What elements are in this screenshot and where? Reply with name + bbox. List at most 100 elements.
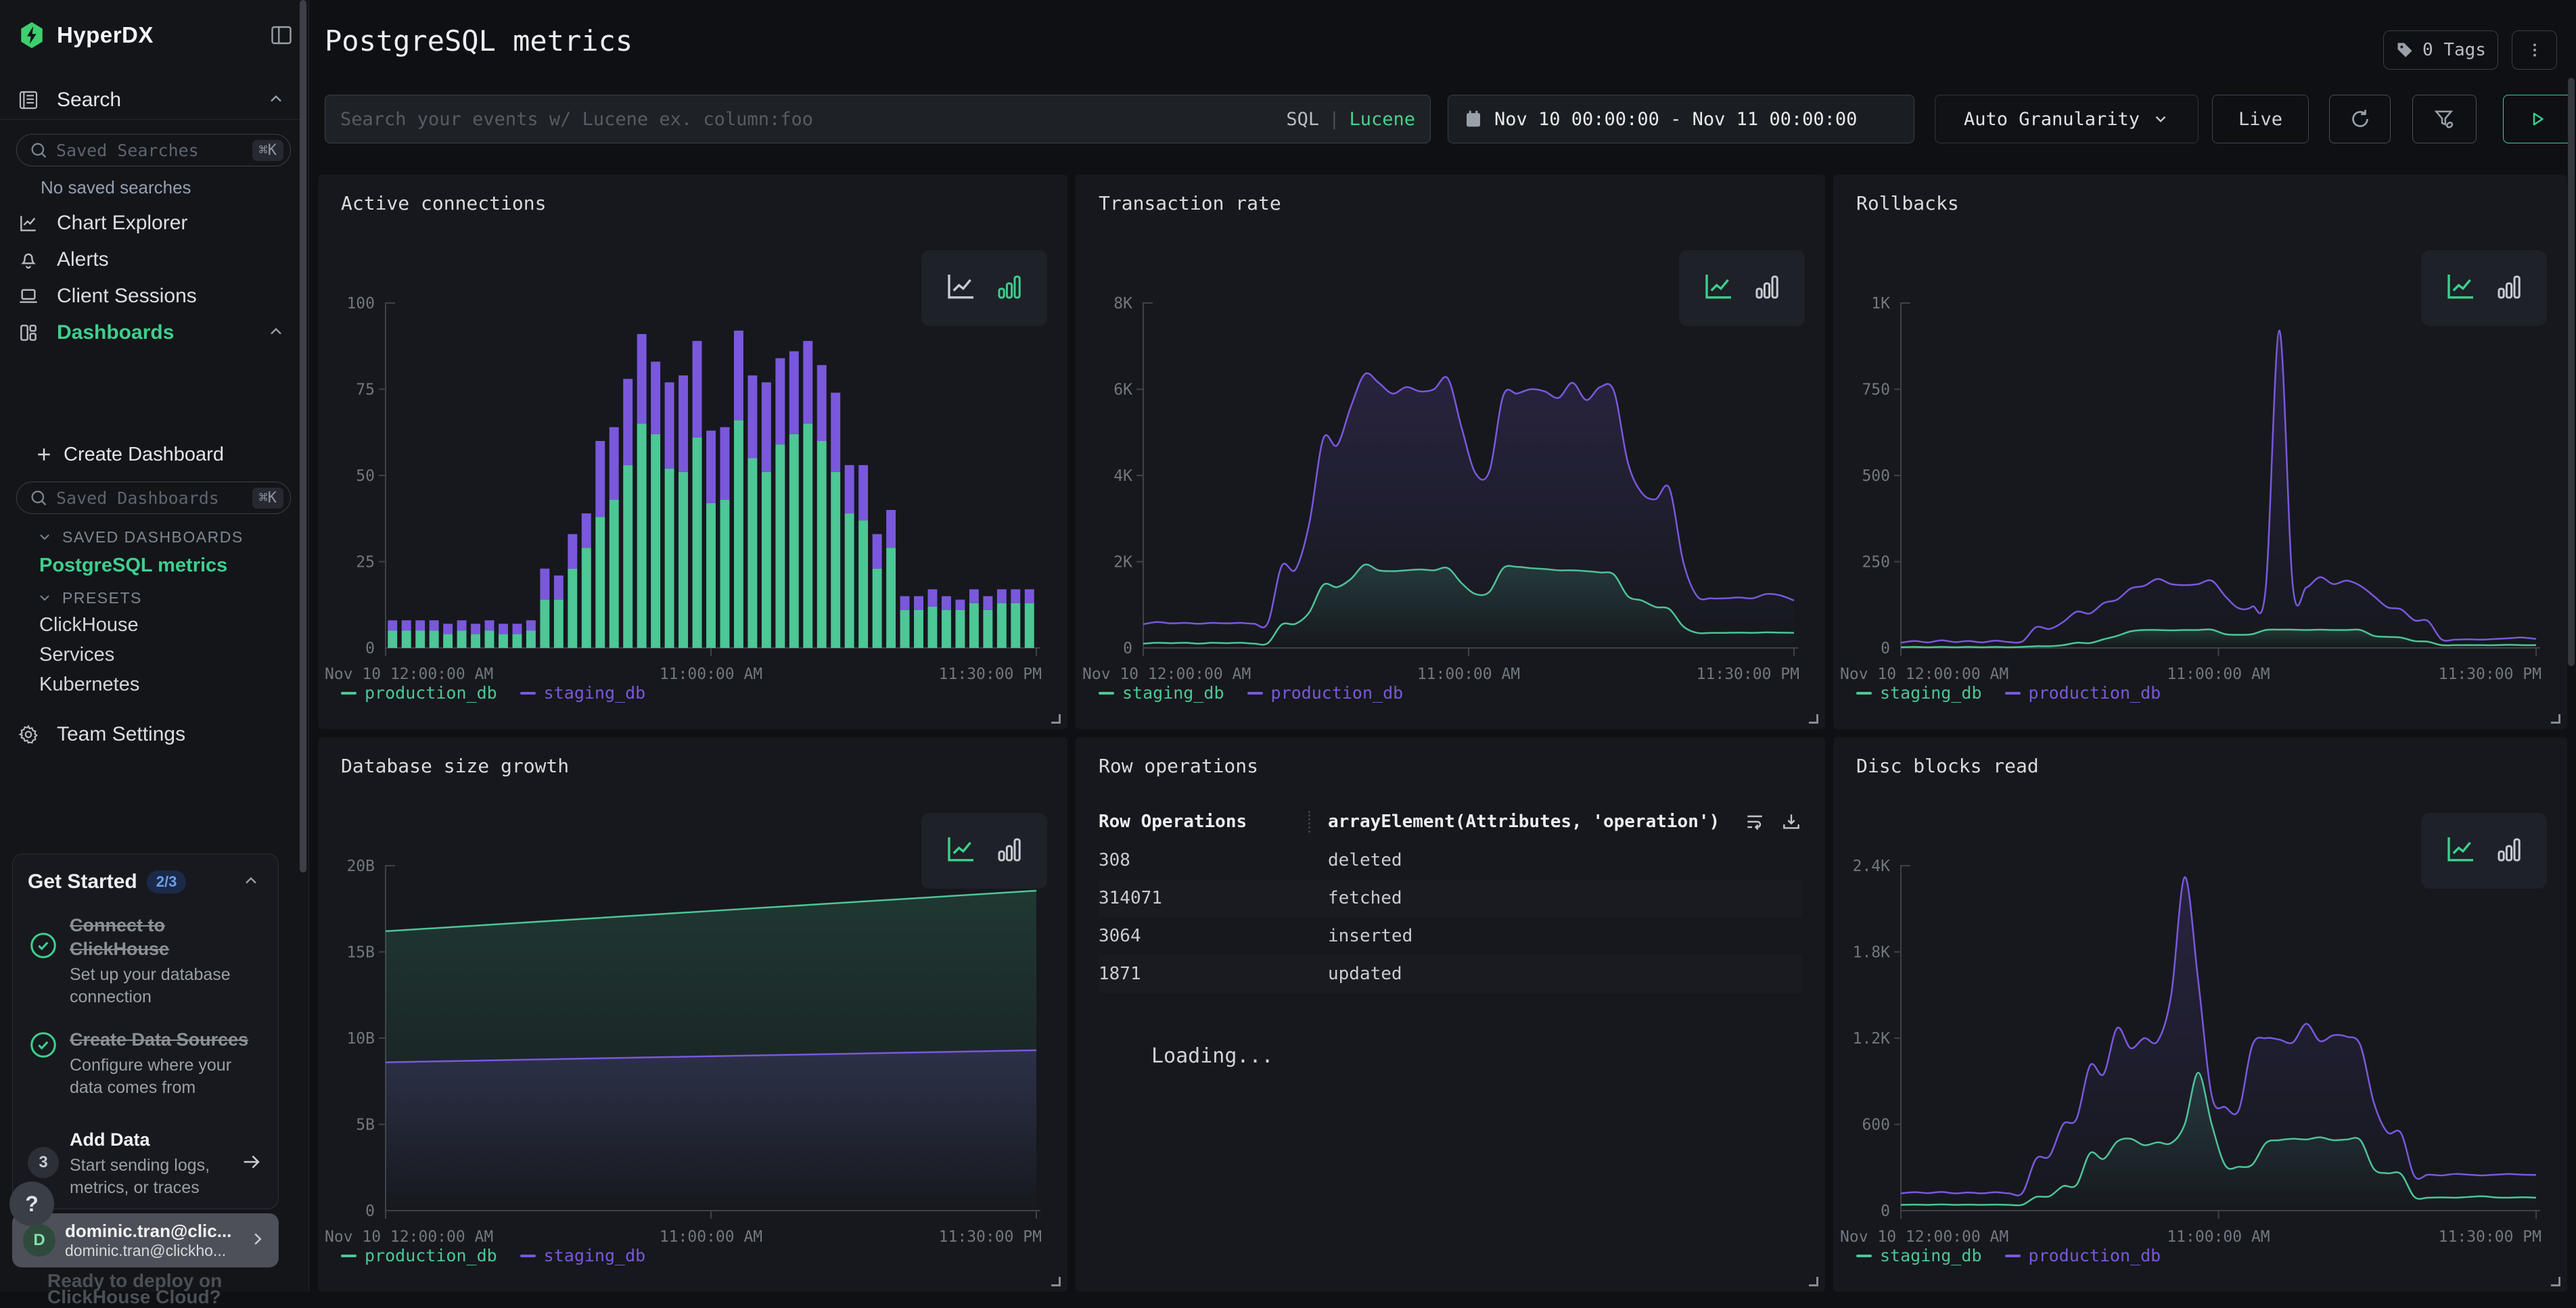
lucene-mode-toggle[interactable]: Lucene: [1349, 109, 1415, 130]
svg-text:Nov 10 12:00:00 AM: Nov 10 12:00:00 AM: [325, 1228, 493, 1246]
refresh-button[interactable]: [2329, 95, 2391, 143]
svg-text:11:00:00 AM: 11:00:00 AM: [2167, 665, 2270, 683]
step-number-badge: 3: [28, 1147, 59, 1178]
get-started-progress-badge: 2/3: [147, 870, 187, 893]
sidebar-item-clickhouse[interactable]: ClickHouse: [39, 614, 139, 636]
svg-text:Nov 10 12:00:00 AM: Nov 10 12:00:00 AM: [1840, 665, 2008, 683]
svg-text:11:00:00 AM: 11:00:00 AM: [1417, 665, 1520, 683]
chart-type-toggle[interactable]: [2421, 813, 2547, 889]
tag-icon: [2395, 41, 2414, 60]
legend-item: staging_db: [1856, 1246, 1982, 1265]
chevron-down-icon: [37, 529, 53, 545]
saved-dashboards-section[interactable]: SAVED DASHBOARDS: [37, 526, 244, 548]
sidebar-section-search[interactable]: Search: [18, 87, 295, 114]
tags-button[interactable]: 0 Tags: [2383, 30, 2498, 70]
presets-section[interactable]: PRESETS: [37, 587, 142, 609]
svg-text:4K: 4K: [1113, 467, 1132, 485]
line-chart-icon[interactable]: [943, 268, 980, 308]
event-search-input[interactable]: SQL | Lucene: [325, 95, 1431, 143]
kbd-shortcut: ⌘K: [252, 488, 284, 509]
line-chart-icon[interactable]: [2443, 268, 2479, 308]
granularity-select[interactable]: Auto Granularity: [1935, 95, 2199, 143]
panel-transaction-rate: Transaction rate 8K6K4K2K0Nov 10 12:00:0…: [1076, 174, 1825, 729]
sidebar-item-alerts[interactable]: Alerts: [18, 243, 295, 276]
bar-chart-icon[interactable]: [2493, 268, 2525, 308]
table-row[interactable]: 3064 inserted: [1099, 917, 1802, 955]
laptop-icon: [18, 285, 39, 307]
sql-mode-toggle[interactable]: SQL: [1286, 109, 1319, 130]
plus-icon: [34, 444, 54, 465]
svg-text:11:00:00 AM: 11:00:00 AM: [660, 1228, 762, 1246]
play-icon: [2527, 109, 2548, 129]
main-content: PostgreSQL metrics 0 Tags SQL | Lucene N…: [318, 0, 2576, 1292]
chevron-up-icon[interactable]: [242, 871, 260, 893]
chart-type-toggle[interactable]: [2421, 250, 2547, 326]
chart-icon: [18, 212, 39, 234]
column-resize-handle[interactable]: [1308, 811, 1310, 833]
sidebar-item-services[interactable]: Services: [39, 644, 114, 666]
gear-icon: [18, 724, 39, 745]
chevron-up-icon: [267, 89, 285, 112]
bar-chart-icon[interactable]: [993, 268, 1026, 308]
chart-type-toggle[interactable]: [921, 813, 1047, 889]
bar-chart-icon[interactable]: [1751, 268, 1783, 308]
refresh-icon: [2348, 107, 2372, 131]
time-range-picker[interactable]: Nov 10 00:00:00 - Nov 11 00:00:00: [1448, 95, 1914, 143]
sidebar-scrollbar[interactable]: [300, 0, 306, 872]
svg-text:0: 0: [1881, 1202, 1890, 1220]
svg-text:0: 0: [1123, 640, 1132, 657]
hyperdx-logo-icon: [18, 21, 46, 49]
get-started-step[interactable]: Connect to ClickHouse Set up your databa…: [28, 914, 263, 1008]
create-dashboard-button[interactable]: Create Dashboard: [34, 440, 224, 469]
line-chart-icon[interactable]: [1701, 268, 1737, 308]
panel-rollbacks: Rollbacks 1K7505002500Nov 10 12:00:00 AM…: [1833, 174, 2567, 729]
legend-item: staging_db: [520, 683, 646, 703]
sidebar-item-team-settings[interactable]: Team Settings: [18, 718, 295, 751]
sidebar-item-client-sessions[interactable]: Client Sessions: [18, 280, 295, 312]
panel-database-size-growth: Database size growth 20B15B10B5B0Nov 10 …: [318, 737, 1067, 1292]
chart-type-toggle[interactable]: [921, 250, 1047, 326]
page-scrollbar[interactable]: [2568, 78, 2575, 666]
user-menu[interactable]: D dominic.tran@clic... dominic.tran@clic…: [12, 1213, 279, 1267]
bell-icon: [18, 249, 39, 271]
get-started-step[interactable]: 3 Add Data Start sending logs, metrics, …: [28, 1128, 263, 1198]
table-row[interactable]: 314071 fetched: [1099, 879, 1802, 917]
legend-item: production_db: [2005, 1246, 2161, 1265]
get-started-step[interactable]: Create Data Sources Configure where your…: [28, 1028, 263, 1098]
get-started-card: Get Started 2/3 Connect to ClickHouse Se…: [12, 854, 279, 1209]
wrap-text-icon[interactable]: [1744, 811, 1766, 833]
divider: [0, 119, 300, 120]
no-saved-searches-text: No saved searches: [41, 177, 191, 198]
sidebar-item-postgresql-metrics[interactable]: PostgreSQL metrics: [39, 555, 227, 577]
chart-legend: staging_dbproduction_db: [1856, 683, 2161, 703]
svg-text:11:30:00 PM: 11:30:00 PM: [2439, 665, 2542, 683]
sidebar-collapse-icon[interactable]: [268, 22, 295, 49]
run-query-button[interactable]: [2503, 95, 2572, 143]
svg-text:100: 100: [346, 295, 375, 312]
saved-searches-input[interactable]: ⌘K: [16, 134, 291, 166]
line-chart-icon[interactable]: [943, 831, 980, 871]
dashboard-grid-icon: [18, 322, 39, 344]
filter-button[interactable]: [2412, 95, 2477, 143]
page-title: PostgreSQL metrics: [325, 24, 632, 57]
user-name: dominic.tran@clic...: [65, 1221, 231, 1242]
help-button[interactable]: ?: [9, 1182, 54, 1226]
bar-chart-icon[interactable]: [2493, 831, 2525, 871]
table-row[interactable]: 308 deleted: [1099, 841, 1802, 879]
sidebar-item-dashboards[interactable]: Dashboards: [18, 317, 295, 349]
more-options-button[interactable]: [2512, 30, 2557, 70]
live-button[interactable]: Live: [2212, 95, 2309, 143]
column-header[interactable]: arrayElement(Attributes, 'operation'): [1328, 812, 1720, 832]
chart-type-toggle[interactable]: [1679, 250, 1805, 326]
line-chart-icon[interactable]: [2443, 831, 2479, 871]
kbd-shortcut: ⌘K: [252, 140, 284, 161]
saved-dashboards-input[interactable]: ⌘K: [16, 482, 291, 514]
download-icon[interactable]: [1780, 811, 1802, 833]
sidebar-item-kubernetes[interactable]: Kubernetes: [39, 674, 139, 696]
column-header[interactable]: Row Operations: [1099, 812, 1308, 832]
svg-text:50: 50: [356, 467, 375, 485]
bar-chart-icon[interactable]: [993, 831, 1026, 871]
table-row[interactable]: 1871 updated: [1099, 955, 1802, 993]
search-icon: [29, 141, 48, 160]
sidebar-item-chart-explorer[interactable]: Chart Explorer: [18, 207, 295, 239]
